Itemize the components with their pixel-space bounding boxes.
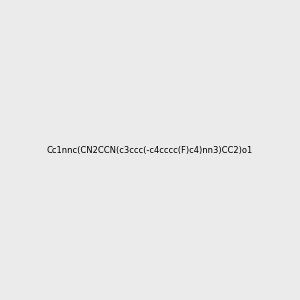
Text: Cc1nnc(CN2CCN(c3ccc(-c4cccc(F)c4)nn3)CC2)o1: Cc1nnc(CN2CCN(c3ccc(-c4cccc(F)c4)nn3)CC2…	[47, 146, 253, 154]
